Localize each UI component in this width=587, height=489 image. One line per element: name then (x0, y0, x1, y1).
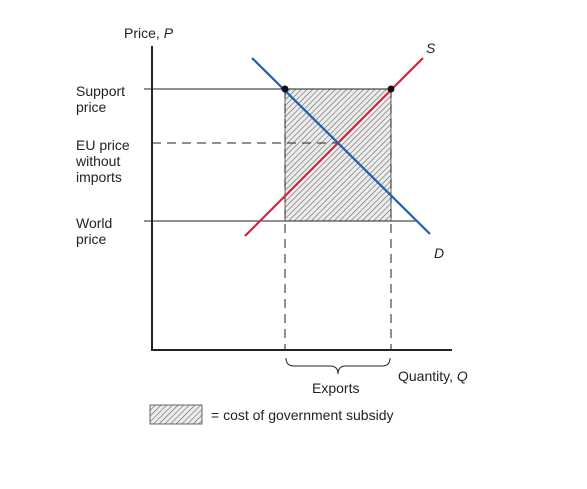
exports-label: Exports (312, 380, 359, 396)
supply-label: S (426, 40, 436, 56)
exports-brace (285, 357, 391, 375)
demand-curve (251, 57, 431, 235)
eu-price-label: EU price without imports (75, 137, 134, 185)
x-axis-label: Quantity, Q (398, 368, 468, 384)
demand-label: D (434, 245, 444, 261)
y-axis-label: Price, P (124, 25, 174, 41)
world-price-label: World price (76, 215, 116, 247)
legend-label: = cost of government subsidy (211, 407, 394, 423)
subsidy-cost-area (284, 88, 392, 222)
demand-support-point (281, 85, 289, 93)
supply-support-point (387, 85, 395, 93)
legend-swatch (149, 404, 203, 425)
support-price-label: Support price (76, 83, 129, 115)
